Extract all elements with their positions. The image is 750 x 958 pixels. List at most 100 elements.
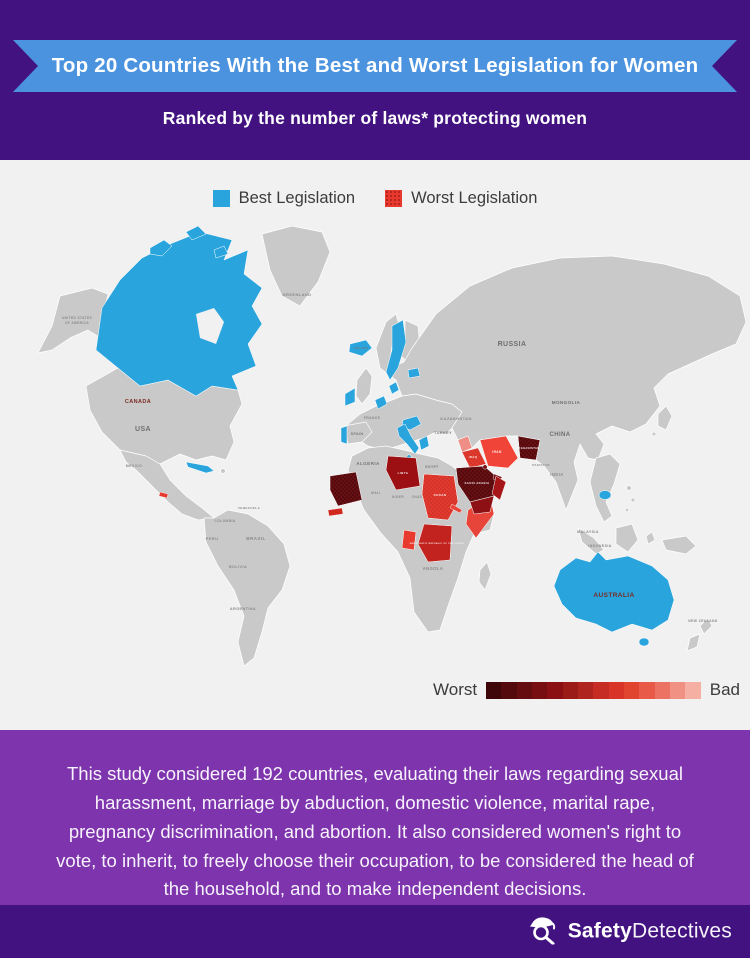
map-label-greenland: GREENLAND <box>283 292 312 297</box>
map-label-libya: LIBYA <box>398 471 409 475</box>
map-label-of-america: OF AMERICA <box>65 321 89 325</box>
region-canada-islands-3 <box>213 245 229 259</box>
region-netherlands <box>374 395 388 410</box>
map-label-spain: SPAIN <box>351 432 364 436</box>
map-label-sudan: SUDAN <box>434 493 447 497</box>
scale-segment <box>685 681 701 699</box>
scale-segment <box>639 681 655 699</box>
scale-segment <box>532 681 548 699</box>
map-label-colombia: COLOMBIA <box>214 519 235 523</box>
title-ribbon: Top 20 Countries With the Best and Worst… <box>13 40 737 92</box>
region-iraq <box>461 447 487 469</box>
best-legislation-label: Best Legislation <box>238 189 356 207</box>
scale-segment <box>670 681 686 699</box>
map-label-kazakhstan: KAZAKHSTAN <box>440 416 471 421</box>
region-sulawesi <box>645 531 656 545</box>
map-label-canada: CANADA <box>125 399 151 405</box>
map-label-dr-congo: DEMOCRATIC REPUBLIC OF THE CONGO <box>410 542 465 545</box>
map-label-india: INDIA <box>550 472 563 477</box>
region-new-zealand-north <box>699 617 713 635</box>
map-label-australia: AUSTRALIA <box>593 592 634 599</box>
region-baltics <box>407 367 421 379</box>
map-label-iraq: IRAQ <box>469 455 478 459</box>
map-label-brasil: BRASIL <box>246 536 266 541</box>
region-gabon <box>401 529 417 551</box>
region-eritrea <box>449 503 463 514</box>
region-oman <box>491 475 507 501</box>
world-map: UNITED STATES OF AMERICA CANADA GREENLAN… <box>37 225 747 667</box>
scale-segment <box>608 681 625 699</box>
legend-item-worst: Worst Legislation <box>385 189 537 208</box>
header: Top 20 Countries With the Best and Worst… <box>0 0 750 160</box>
region-afghanistan <box>517 435 541 461</box>
scale-segment <box>516 681 533 699</box>
scale-bad-label: Bad <box>709 680 740 699</box>
map-label-new-zealand: NEW ZEALAND <box>688 619 718 623</box>
scale-segment <box>562 681 579 699</box>
scale-bar <box>486 681 701 699</box>
region-eurasia <box>387 255 747 511</box>
region-portugal <box>340 425 348 445</box>
map-label-saudi-arabia: SAUDI ARABIA <box>464 481 489 485</box>
map-label-chad: CHAD <box>412 495 423 499</box>
map-legend: Best Legislation Worst Legislation <box>0 189 750 208</box>
region-madagascar <box>478 561 492 591</box>
region-new-zealand-south <box>686 633 701 652</box>
study-description: This study considered 192 countries, eva… <box>56 763 694 900</box>
map-label-iceland: ICELAND <box>354 346 368 350</box>
worst-legislation-label: Worst Legislation <box>411 189 538 207</box>
map-label-bolivia: BOLIVIA <box>229 565 247 569</box>
map-label-algeria: ALGERIA <box>356 461 380 466</box>
detective-icon <box>526 914 560 949</box>
scale-segment <box>547 681 563 699</box>
map-label-mexico: MEXICO <box>126 464 143 468</box>
region-sumatra <box>577 527 605 555</box>
map-label-peru: PERU <box>206 536 219 541</box>
region-indochina <box>589 453 621 523</box>
map-label-angola: ANGOLA <box>423 566 444 571</box>
region-new-guinea <box>661 535 697 555</box>
region-philippines-3 <box>624 507 630 513</box>
region-denmark <box>388 381 400 395</box>
map-label-malaysia: MALAYSIA <box>577 530 599 534</box>
map-label-indonesia: INDONESIA <box>588 544 612 548</box>
region-yemen <box>469 495 495 515</box>
map-label-france: FRANCE <box>364 416 381 420</box>
region-italy <box>396 423 420 455</box>
region-dr-congo <box>417 523 453 563</box>
scale-segment <box>486 681 502 699</box>
scale-segment <box>624 681 640 699</box>
map-label-united-states: UNITED STATES <box>62 316 92 320</box>
region-sudan <box>421 473 459 521</box>
region-south-america <box>203 509 291 667</box>
region-greenland <box>261 225 331 307</box>
scale-segment <box>654 681 671 699</box>
brand-safety: Safety <box>567 919 632 943</box>
map-label-usa: USA <box>135 426 151 433</box>
page-subtitle: Ranked by the number of laws* protecting… <box>162 108 588 128</box>
safetydetectives-logo[interactable]: SafetyDetectives <box>526 914 732 949</box>
region-senegal-gambia <box>327 507 344 517</box>
map-label-afghanistan: AFGHANISTAN <box>516 446 539 450</box>
region-tasmania <box>638 637 650 647</box>
scale-segment <box>501 681 517 699</box>
hudson-bay <box>196 308 224 344</box>
region-cuba <box>185 461 215 474</box>
map-label-turkey: TURKEY <box>434 431 452 435</box>
region-el-salvador <box>158 491 169 499</box>
legend-item-best: Best Legislation <box>212 189 356 208</box>
region-philippines-1 <box>626 485 632 491</box>
map-label-mongolia: MONGOLIA <box>552 400 581 405</box>
worst-legislation-swatch <box>385 190 403 207</box>
region-libya <box>385 455 421 491</box>
map-label-mali: MALI <box>371 491 380 495</box>
region-iceland <box>348 339 373 357</box>
region-greece <box>418 435 430 451</box>
region-kuwait <box>482 464 488 470</box>
map-label-russia: RUSSIA <box>498 341 527 348</box>
scale-segment <box>578 681 594 699</box>
region-canada-islands-2 <box>185 225 207 241</box>
severity-scale: Worst Bad <box>433 680 740 700</box>
map-label-iran: IRAN <box>492 450 502 454</box>
best-legislation-swatch <box>212 190 230 207</box>
